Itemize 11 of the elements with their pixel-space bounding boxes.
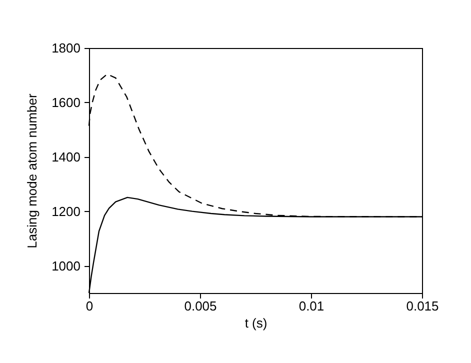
- y-tick-label: 1000: [52, 258, 80, 274]
- x-tick-label: 0.01: [298, 298, 324, 314]
- y-tick-label: 1800: [52, 40, 80, 56]
- x-tick-label: 0.015: [406, 298, 439, 314]
- y-tick-label: 1600: [52, 94, 80, 110]
- x-axis-title: t (s): [244, 316, 268, 330]
- x-tick-label: 0: [86, 298, 94, 314]
- y-tick-label: 1200: [52, 204, 80, 219]
- y-axis-title: Lasing mode atom number: [24, 93, 40, 248]
- y-tick-label: 1400: [52, 149, 80, 164]
- x-tick-label: 0.005: [184, 298, 217, 314]
